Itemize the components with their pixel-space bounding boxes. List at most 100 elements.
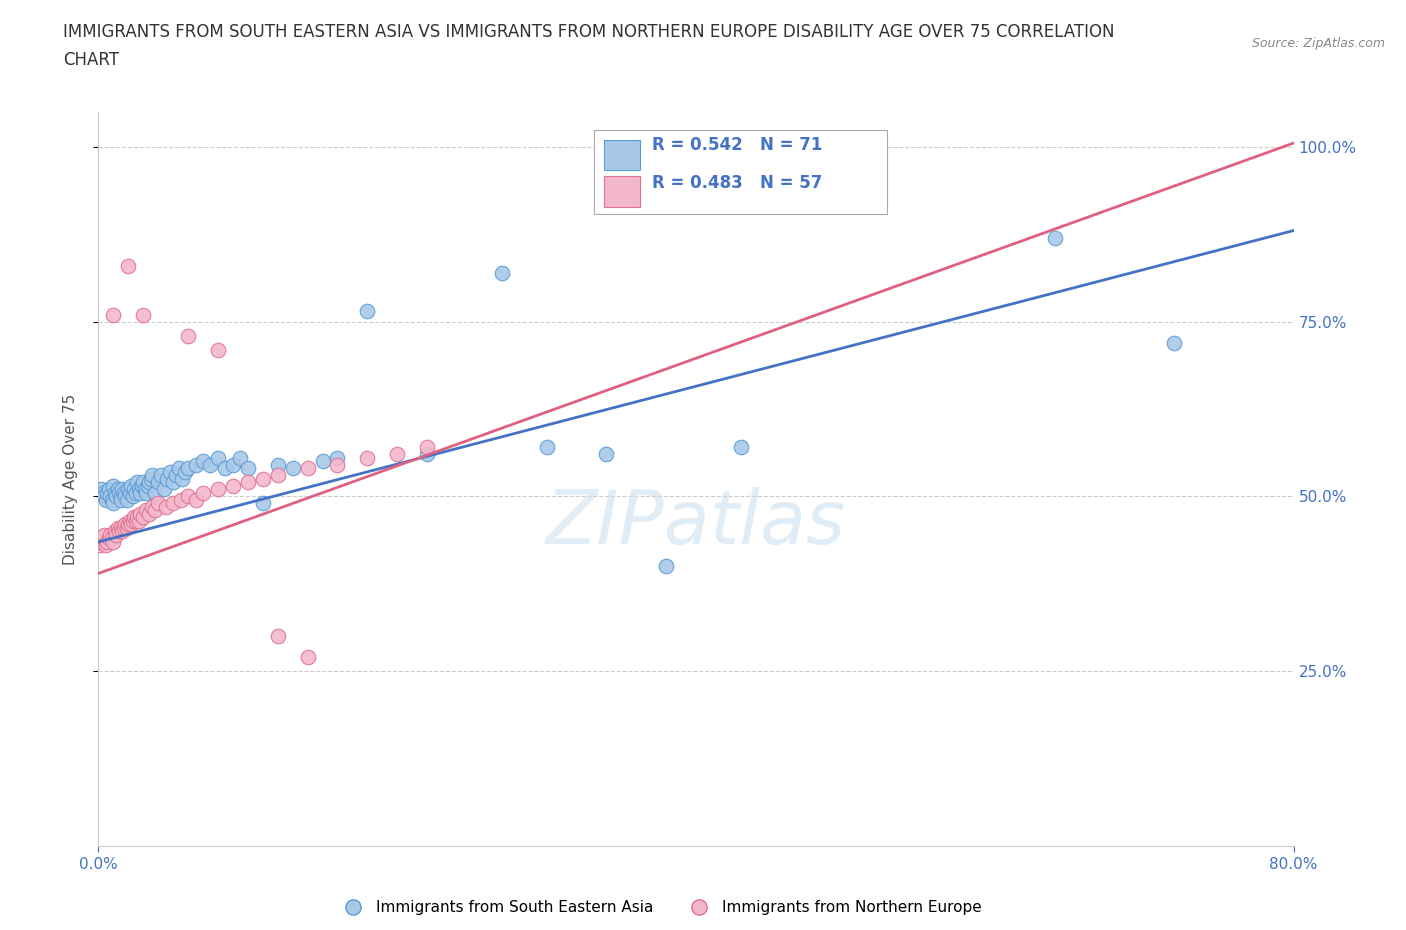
Point <box>162 475 184 490</box>
Point <box>134 482 156 497</box>
Point <box>91 531 114 546</box>
Point <box>136 479 159 494</box>
Point <box>117 517 139 532</box>
Point <box>356 303 378 318</box>
Point <box>326 458 349 472</box>
Point <box>98 527 122 542</box>
Point <box>107 521 129 536</box>
Point <box>177 461 200 476</box>
Point <box>148 475 170 490</box>
Point <box>132 510 155 525</box>
Point <box>105 527 128 542</box>
Text: IMMIGRANTS FROM SOUTH EASTERN ASIA VS IMMIGRANTS FROM NORTHERN EUROPE DISABILITY: IMMIGRANTS FROM SOUTH EASTERN ASIA VS IM… <box>63 23 1115 41</box>
Point <box>96 535 118 550</box>
Point <box>311 454 333 469</box>
Point <box>129 485 152 500</box>
Point <box>155 499 177 514</box>
Point <box>281 461 304 476</box>
Point <box>93 489 115 504</box>
Point <box>110 493 132 508</box>
Point <box>536 440 558 455</box>
Point <box>121 489 143 504</box>
FancyBboxPatch shape <box>595 130 887 215</box>
Point <box>118 513 141 528</box>
Point <box>111 482 134 497</box>
Point <box>267 629 290 644</box>
Point <box>97 482 120 497</box>
Point <box>655 559 678 574</box>
Point <box>120 517 142 532</box>
Point <box>138 475 160 490</box>
Point <box>297 650 319 665</box>
Point <box>214 461 236 476</box>
Point <box>159 464 181 479</box>
Point <box>207 482 229 497</box>
Point <box>169 493 191 508</box>
Point <box>135 503 157 518</box>
Point <box>103 535 125 550</box>
Point <box>177 489 200 504</box>
Point <box>90 482 112 497</box>
Point <box>118 485 141 500</box>
Point <box>138 507 160 522</box>
Point <box>121 513 143 528</box>
Point <box>124 510 146 525</box>
Point <box>97 531 120 546</box>
Point <box>112 521 135 536</box>
Point <box>132 475 155 490</box>
Point <box>162 496 184 511</box>
Point <box>115 521 138 536</box>
Point <box>141 499 163 514</box>
Point <box>200 458 222 472</box>
Point <box>156 472 179 486</box>
Point <box>167 461 190 476</box>
Point <box>143 485 166 500</box>
Point <box>236 461 259 476</box>
Point <box>191 485 214 500</box>
Point <box>236 475 259 490</box>
Point <box>131 479 153 494</box>
Point <box>93 527 115 542</box>
Point <box>184 458 207 472</box>
Point <box>120 479 142 494</box>
Point <box>101 531 124 546</box>
Point <box>108 524 131 538</box>
Point <box>267 468 290 483</box>
Point <box>252 496 274 511</box>
Point <box>128 513 150 528</box>
Point <box>124 482 146 497</box>
Point <box>1043 230 1066 245</box>
Legend: Immigrants from South Eastern Asia, Immigrants from Northern Europe: Immigrants from South Eastern Asia, Immi… <box>332 895 988 922</box>
Point <box>172 472 194 486</box>
Point <box>91 485 114 500</box>
Point <box>174 464 197 479</box>
Point <box>108 485 131 500</box>
Point <box>103 307 125 322</box>
Point <box>267 458 290 472</box>
Point <box>139 472 162 486</box>
Point <box>114 489 136 504</box>
Point <box>101 493 124 508</box>
Point <box>105 489 128 504</box>
Text: CHART: CHART <box>63 51 120 69</box>
FancyBboxPatch shape <box>605 140 640 170</box>
Point <box>143 503 166 518</box>
Point <box>127 475 149 490</box>
Text: ZIPatlas: ZIPatlas <box>546 487 846 559</box>
Text: Source: ZipAtlas.com: Source: ZipAtlas.com <box>1251 37 1385 50</box>
Point <box>104 485 127 500</box>
Point <box>153 482 176 497</box>
Point <box>117 482 139 497</box>
Point <box>165 468 187 483</box>
Point <box>104 524 127 538</box>
Point <box>730 440 752 455</box>
Point <box>491 265 513 280</box>
Point <box>385 447 409 462</box>
FancyBboxPatch shape <box>605 177 640 207</box>
Point <box>103 479 125 494</box>
Point <box>112 485 135 500</box>
Point <box>356 450 378 465</box>
Point <box>129 507 152 522</box>
Y-axis label: Disability Age Over 75: Disability Age Over 75 <box>63 393 77 565</box>
Point <box>184 493 207 508</box>
